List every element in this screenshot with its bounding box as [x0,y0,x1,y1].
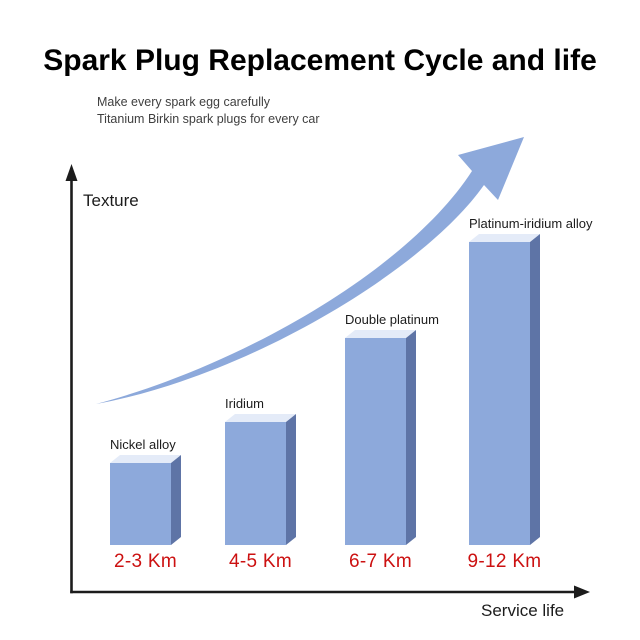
bar-category-label: Double platinum [345,312,439,327]
y-axis [65,164,78,594]
bar-top-face [225,414,296,422]
page-title: Spark Plug Replacement Cycle and life [43,44,597,77]
x-axis-label: Service life [481,601,565,620]
y-axis-label: Texture [83,191,139,210]
bar-value-label: 6-7 Km [348,551,413,572]
bar-3d [225,414,296,545]
bar-front-face [225,422,286,545]
bar-side-face [286,414,296,545]
bars-layer [110,234,540,545]
bar-3d [345,330,416,545]
x-axis [70,585,590,599]
growth-trend-arrow-icon [96,137,524,404]
bar-top-face [345,330,416,338]
bar-3d [469,234,540,545]
bar-side-face [171,455,181,545]
bar-category-label: Nickel alloy [110,437,176,452]
bar-side-face [406,330,416,545]
bar-3d [110,455,181,545]
bar-front-face [110,463,171,545]
bar-top-face [469,234,540,242]
bar-front-face [469,242,530,545]
subtitle-line-2: Titanium Birkin spark plugs for every ca… [97,111,320,126]
bar-value-label: 4-5 Km [228,551,293,572]
subtitle: Make every spark egg carefully Titanium … [97,94,320,127]
x-axis-arrowhead [574,585,590,599]
y-axis-arrowhead [65,164,78,181]
bar-side-face [530,234,540,545]
bar-category-label: Iridium [225,396,265,411]
bar-top-face [110,455,181,463]
subtitle-line-1: Make every spark egg carefully [97,95,270,109]
bar-category-label: Platinum-iridium alloy [469,216,593,231]
bar-value-label: 9-12 Km [467,551,542,572]
bar-front-face [345,338,406,545]
bar-value-label: 2-3 Km [113,551,178,572]
